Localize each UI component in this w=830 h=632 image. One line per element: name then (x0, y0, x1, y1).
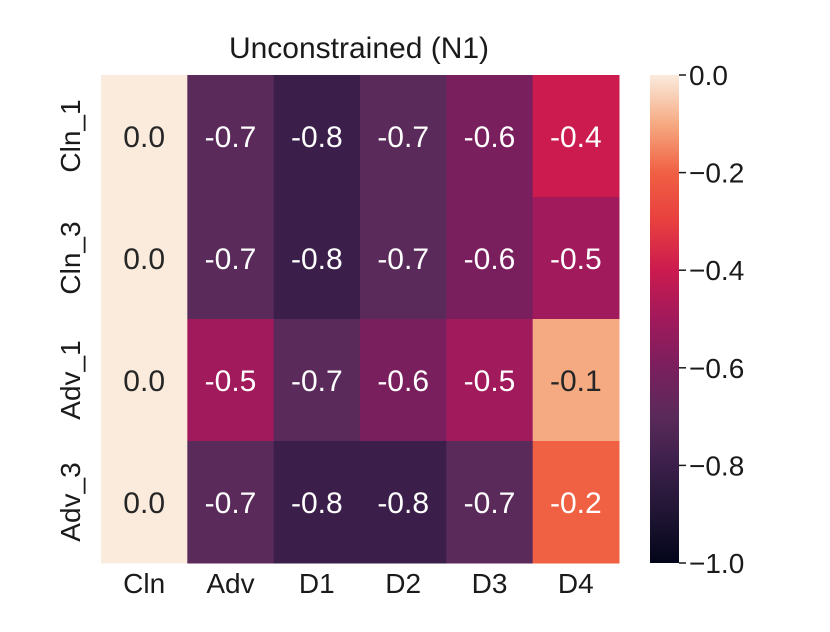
heatmap-cell (273, 319, 361, 442)
cell-value-label: -0.7 (377, 243, 429, 276)
heatmap-cell (101, 319, 188, 442)
colorbar-tick-label: −0.4 (689, 255, 744, 286)
heatmap-cell (532, 319, 620, 442)
cell-value-label: 0.0 (123, 487, 165, 520)
heatmap-cell (101, 197, 188, 320)
heatmap-cell (187, 441, 275, 564)
heatmap-cell (360, 441, 447, 564)
cell-value-label: 0.0 (123, 121, 165, 154)
heatmap-cell (446, 75, 534, 198)
heatmap-cell (187, 319, 275, 442)
cell-value-label: -0.7 (464, 487, 516, 520)
colorbar-ticks: 0.0 −0.2 −0.4 −0.6 −0.8 −1.0 (679, 60, 744, 579)
y-tick-label: Adv_1 (55, 340, 86, 419)
x-tick-label: D2 (385, 568, 421, 599)
cell-value-label: -0.6 (464, 121, 516, 154)
heatmap-cell (532, 75, 620, 198)
colorbar-tick-label: −1.0 (689, 548, 744, 579)
heatmap-cell (187, 75, 275, 198)
cell-value-label: -0.2 (550, 487, 602, 520)
cell-value-label: -0.1 (550, 365, 602, 398)
cell-value-label: -0.7 (377, 121, 429, 154)
colorbar-tick-label: −0.2 (689, 158, 744, 189)
heatmap-cell (187, 197, 275, 320)
cell-value-label: -0.7 (205, 121, 257, 154)
x-axis-tick-labels: Cln Adv D1 D2 D3 D4 (123, 568, 594, 599)
heatmap-cell (446, 197, 534, 320)
heatmap-cell (273, 75, 361, 198)
heatmap-cell (360, 197, 447, 320)
cell-value-label: -0.4 (550, 121, 602, 154)
chart-title: Unconstrained (N1) (229, 32, 489, 65)
heatmap-cell (273, 441, 361, 564)
cell-value-label: -0.8 (377, 487, 429, 520)
colorbar-tick-label: −0.6 (689, 353, 744, 384)
y-axis-tick-labels: Cln_1 Cln_3 Adv_1 Adv_3 (55, 99, 86, 541)
heatmap-cell (446, 319, 534, 442)
heatmap-cells (101, 75, 620, 564)
cell-value-label: -0.5 (464, 365, 516, 398)
heatmap-cell (101, 75, 188, 198)
y-tick-label: Adv_3 (55, 462, 86, 541)
cell-value-label: -0.5 (550, 243, 602, 276)
heatmap-cell (101, 441, 188, 564)
cell-value-label: -0.6 (464, 243, 516, 276)
heatmap-cell (532, 441, 620, 564)
heatmap-cell (360, 75, 447, 198)
cell-value-label: -0.7 (291, 365, 343, 398)
colorbar-tick-label: −0.8 (689, 450, 744, 481)
cell-value-label: -0.7 (205, 243, 257, 276)
cell-value-label: -0.5 (205, 365, 257, 398)
cell-value-label: 0.0 (123, 365, 165, 398)
x-tick-label: D3 (472, 568, 508, 599)
cell-value-label: -0.8 (291, 243, 343, 276)
cell-value-label: -0.6 (377, 365, 429, 398)
cell-value-label: -0.8 (291, 487, 343, 520)
x-tick-label: D4 (558, 568, 594, 599)
x-tick-label: Cln (123, 568, 165, 599)
x-tick-label: D1 (299, 568, 335, 599)
colorbar (650, 75, 679, 563)
heatmap-cell (446, 441, 534, 564)
heatmap-cell (273, 197, 361, 320)
cell-value-label: -0.8 (291, 121, 343, 154)
heatmap-cell (360, 319, 447, 442)
cell-value-label: 0.0 (123, 243, 165, 276)
heatmap-cell (532, 197, 620, 320)
x-tick-label: Adv (206, 568, 254, 599)
colorbar-tick-label: 0.0 (689, 60, 728, 91)
y-tick-label: Cln_3 (55, 221, 86, 294)
y-tick-label: Cln_1 (55, 99, 86, 172)
cell-value-label: -0.7 (205, 487, 257, 520)
heatmap-cell-labels: 0.0 -0.7 -0.8 -0.7 -0.6 -0.4 0.0 -0.7 -0.8 -0.7 -0… (123, 121, 601, 520)
